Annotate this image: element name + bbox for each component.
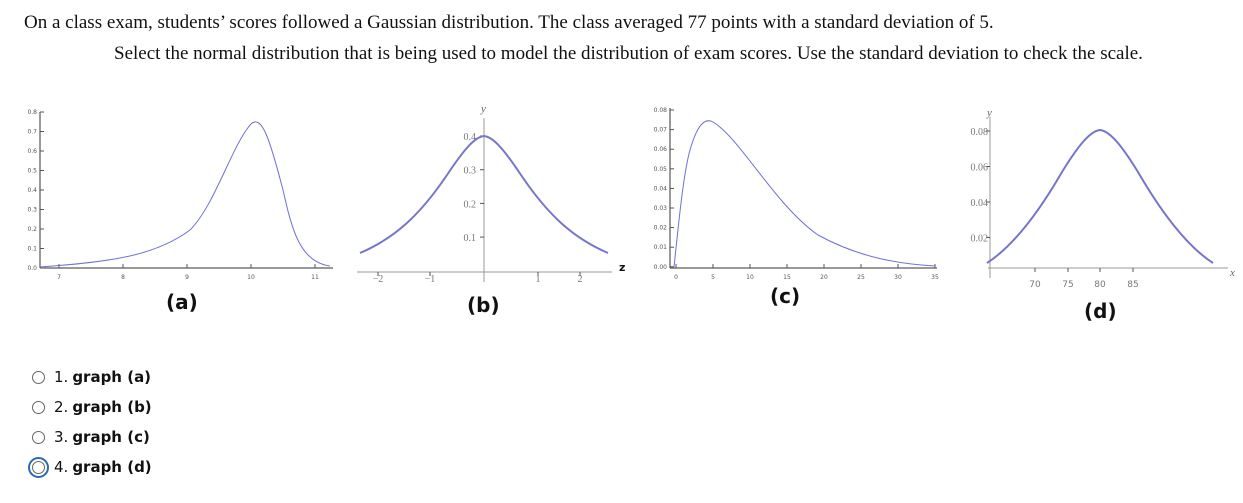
option-1[interactable]: 1. graph (a) (30, 362, 152, 392)
graph-d: y x 0.08 0.06 0.04 0.02 70 75 80 85 (d) (971, 107, 1236, 323)
graph-a-y-tick-label: 0.1 (27, 246, 37, 253)
graph-b-x-tick-label: −2 (373, 274, 384, 285)
graph-b-x-label: z (619, 261, 625, 274)
option-2[interactable]: 2. graph (b) (30, 392, 152, 422)
radio-button[interactable] (28, 456, 49, 478)
graph-c-label: (c) (770, 284, 800, 308)
graph-a-y-tick-label: 0.6 (27, 148, 37, 155)
option-number: 3. (54, 428, 69, 446)
graph-d-x-tick-label: 70 (1029, 280, 1041, 290)
graph-c-y-tick-label: 0.01 (654, 244, 668, 251)
graph-c-x-tick-label: 5 (711, 274, 715, 281)
graph-b-x-tick-label: 2 (578, 274, 583, 285)
option-3[interactable]: 3. graph (c) (30, 422, 152, 452)
graph-c-x-tick-label: 15 (783, 274, 791, 281)
graph-c-y-tick-label: 0.07 (654, 127, 668, 134)
question-line-2: Select the normal distribution that is b… (114, 43, 1143, 64)
graph-a-y-tick-label: 0.5 (27, 168, 37, 175)
graph-d-curve (986, 128, 1214, 264)
option-label: graph (b) (72, 398, 152, 416)
option-label: graph (a) (72, 368, 152, 386)
graph-c-x-tick-label: 10 (746, 274, 754, 281)
graph-c-y-tick-label: 0.06 (654, 146, 668, 153)
graph-a-curve (39, 121, 331, 268)
option-label: graph (d) (72, 458, 152, 476)
option-number: 2. (54, 398, 69, 416)
graph-a-y-tick-label: 0.3 (27, 207, 37, 214)
graph-b-y-tick-label: 0.1 (464, 233, 477, 244)
graph-b-y-label: y (480, 103, 486, 115)
graph-a: 0.8 0.7 0.6 0.5 0.4 0.3 0.2 0.1 0.0 7 8 9 10 11 (a) (27, 109, 333, 314)
graph-a-y-tick-label: 0.7 (27, 129, 37, 136)
graph-d-y-label: y (986, 107, 992, 119)
graph-d-x-tick-label: 80 (1094, 280, 1106, 290)
graph-c-x-tick-label: 25 (857, 274, 865, 281)
graph-c-x-tick-label: 30 (894, 274, 902, 281)
graph-b-y-tick-label: 0.4 (464, 132, 477, 143)
answer-options: 1. graph (a) 2. graph (b) 3. graph (c) 4. graph… (28, 362, 152, 482)
graph-c-x-tick-label: 35 (931, 274, 939, 281)
graph-d-label: (d) (1084, 299, 1117, 323)
graph-d-y-tick-label: 0.02 (971, 234, 989, 245)
graph-a-x-tick-label: 8 (121, 274, 125, 281)
graph-a-x-tick-label: 10 (247, 274, 255, 281)
question-line-1: On a class exam, students’ scores follow… (24, 12, 994, 33)
graph-d-y-tick-label: 0.06 (971, 163, 989, 174)
graph-a-y-tick-label: 0.2 (27, 226, 37, 233)
graph-b-x-tick-label: −1 (425, 274, 436, 285)
graph-c-y-tick-label: 0.08 (654, 107, 668, 114)
graph-d-x-label: x (1229, 267, 1235, 279)
graph-b-y-tick-label: 0.3 (464, 166, 477, 177)
graph-a-x-tick-label: 7 (57, 274, 61, 281)
graph-a-label: (a) (166, 290, 198, 314)
graph-c-y-tick-label: 0.03 (654, 205, 668, 212)
graph-d-y-tick-label: 0.08 (971, 127, 989, 138)
graph-b-x-tick-label: 1 (536, 274, 541, 285)
graph-c-y-tick-label: 0.00 (654, 264, 668, 271)
graph-a-y-tick-label: 0.8 (27, 109, 37, 116)
option-label: graph (c) (72, 428, 150, 446)
graph-d-x-tick-label: 75 (1062, 280, 1073, 290)
graph-a-y-tick-label: 0.0 (27, 265, 37, 272)
option-number: 4. (54, 458, 69, 476)
graph-d-y-tick-label: 0.04 (971, 198, 989, 209)
option-4[interactable]: 4. graph (d) (28, 452, 152, 482)
graph-c-y-tick-label: 0.02 (654, 225, 668, 232)
radio-button[interactable] (32, 370, 45, 384)
graph-d-x-tick-label: 85 (1127, 280, 1138, 290)
graph-b: y z 0.4 0.3 0.2 0.1 −2 −1 1 2 (b) (357, 103, 625, 317)
radio-button[interactable] (32, 430, 45, 444)
graph-c-x-tick-label: 20 (820, 274, 828, 281)
graph-a-x-tick-label: 9 (185, 274, 189, 281)
graph-c-curve (673, 120, 936, 268)
option-number: 1. (54, 368, 69, 386)
graph-b-y-tick-label: 0.2 (464, 199, 477, 210)
graph-b-curve (359, 134, 609, 254)
graph-a-x-tick-label: 11 (311, 274, 319, 281)
graph-b-label: (b) (467, 293, 500, 317)
graph-a-y-tick-label: 0.4 (27, 187, 37, 194)
graph-c-y-tick-label: 0.05 (654, 166, 668, 173)
radio-button[interactable] (32, 400, 45, 414)
graph-c-y-tick-label: 0.04 (654, 185, 668, 192)
graph-c: 0.08 0.07 0.06 0.05 0.04 0.03 0.02 0.01 0.00 0 5 1… (654, 107, 939, 308)
graph-c-x-tick-label: 0 (674, 274, 678, 281)
